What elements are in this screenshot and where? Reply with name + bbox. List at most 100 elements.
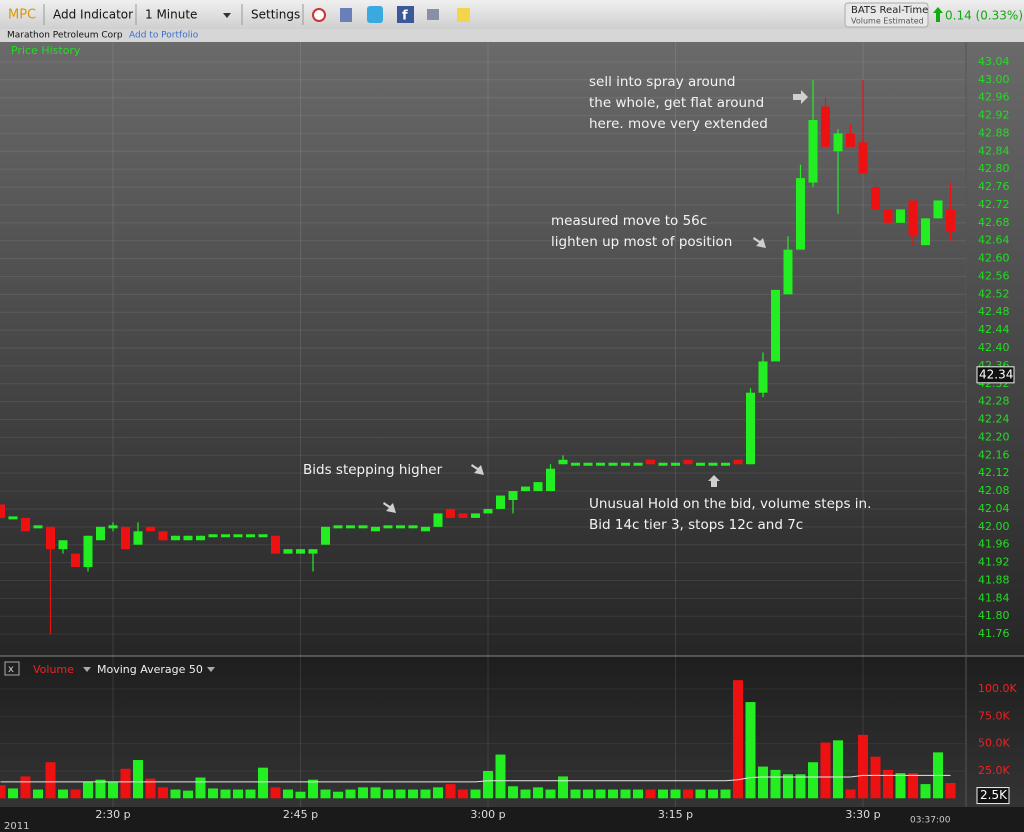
moving-average xyxy=(0,774,951,783)
volume-bar xyxy=(133,760,143,799)
y-tick-label: 42.96 xyxy=(978,91,1010,104)
volume-bar xyxy=(833,740,843,799)
candle-body xyxy=(521,486,530,492)
candle-body xyxy=(8,516,18,520)
x-tick-label: 3:15 p xyxy=(658,808,693,821)
volume-bar xyxy=(683,789,693,799)
volume-bar xyxy=(370,787,381,799)
candle-body xyxy=(146,526,155,532)
annotation: lighten up most of position xyxy=(551,234,732,250)
add-to-portfolio[interactable]: Add to Portfolio xyxy=(129,31,199,41)
x-tick-label: 2:45 p xyxy=(283,808,318,821)
dropdown-arrow[interactable] xyxy=(83,667,91,672)
y-tick-label: 42.60 xyxy=(978,252,1010,265)
volume-bar xyxy=(195,777,206,799)
y-tick-label: 43.00 xyxy=(978,73,1010,86)
twitter-icon[interactable] xyxy=(367,6,383,23)
y-tick-label: 42.88 xyxy=(978,126,1010,139)
y-tick-label: 42.68 xyxy=(978,216,1010,229)
add-indicator[interactable]: Add Indicator xyxy=(53,8,133,22)
candle-body xyxy=(21,517,30,532)
last-price-box xyxy=(976,366,1015,384)
feed-box xyxy=(844,2,929,28)
volume-bar xyxy=(845,789,856,799)
y-tick-label: 42.08 xyxy=(978,484,1010,497)
volume-bar xyxy=(70,789,81,799)
y-tick-label: 41.80 xyxy=(978,609,1010,622)
volume-bar xyxy=(758,766,768,799)
y-tick-label: 42.44 xyxy=(978,323,1010,336)
stocktwits-icon[interactable] xyxy=(427,9,439,20)
time-axis xyxy=(0,807,1024,832)
candle-body xyxy=(733,459,743,465)
volume-bar xyxy=(720,789,731,799)
candle-body xyxy=(308,549,318,554)
volume-bar xyxy=(220,789,231,799)
candle-body xyxy=(471,513,480,518)
grid xyxy=(0,42,966,807)
alarm-icon[interactable] xyxy=(312,8,326,22)
volume-bar xyxy=(745,702,756,799)
sticky-note-icon[interactable] xyxy=(457,8,470,22)
volume-bar xyxy=(33,789,43,799)
candle-body xyxy=(183,535,193,541)
candle-body xyxy=(696,462,705,466)
close-button[interactable] xyxy=(4,661,20,676)
volume-title[interactable]: Volume xyxy=(33,663,74,676)
volume-bar xyxy=(8,788,18,799)
volume-bar xyxy=(45,762,56,799)
volume-bar xyxy=(383,789,393,799)
indicator-legend[interactable]: Moving Average 50 xyxy=(97,663,203,676)
candle-body xyxy=(196,535,205,541)
volume-bar xyxy=(158,787,168,799)
candle-body xyxy=(346,525,355,529)
symbol[interactable]: MPC xyxy=(8,8,36,23)
volume-bar xyxy=(170,789,181,799)
annotation-arrows xyxy=(383,90,808,513)
candle-body xyxy=(408,525,418,529)
candle-body xyxy=(746,392,755,465)
candle-body xyxy=(908,200,918,237)
candle-body xyxy=(796,178,805,250)
candle-body xyxy=(421,526,430,532)
volume-bar xyxy=(108,781,118,799)
arrow xyxy=(753,237,766,248)
volume-bar xyxy=(433,787,443,799)
candle-body xyxy=(0,504,5,518)
candle-body xyxy=(933,200,943,219)
candle-body xyxy=(296,549,305,554)
arrow xyxy=(708,475,720,487)
y-tick-label: 42.72 xyxy=(978,198,1010,211)
dropdown-arrow[interactable] xyxy=(207,667,215,672)
candle-body xyxy=(808,120,818,183)
interval-select[interactable]: 1 Minute xyxy=(145,8,197,22)
candle-body xyxy=(371,526,380,532)
annotation: Unusual Hold on the bid, volume steps in… xyxy=(589,496,871,512)
notes-icon[interactable] xyxy=(340,8,352,22)
volume-bar xyxy=(783,774,793,799)
volume-bar xyxy=(670,789,681,799)
arrow xyxy=(793,90,808,104)
volume-bar xyxy=(908,773,918,799)
dropdown-arrow[interactable] xyxy=(223,13,231,18)
volume-bar xyxy=(308,779,318,799)
annotation: here. move very extended xyxy=(589,116,768,132)
settings[interactable]: Settings xyxy=(251,8,300,22)
volume-bar xyxy=(583,789,593,799)
candle-body xyxy=(208,534,218,538)
candle-body xyxy=(108,525,118,529)
candle-body xyxy=(258,534,268,538)
annotation: measured move to 56c xyxy=(551,213,707,229)
candle-body xyxy=(333,525,343,529)
facebook-icon[interactable] xyxy=(397,6,414,23)
volume-bar xyxy=(658,789,668,799)
volume-bar xyxy=(420,789,431,799)
volume-bar xyxy=(233,789,243,799)
y-tick-label: 42.20 xyxy=(978,430,1010,443)
candle-body xyxy=(33,525,43,529)
volume-bar xyxy=(808,762,818,799)
candle-body xyxy=(883,209,893,223)
up-arrow xyxy=(933,7,943,22)
volume-bar xyxy=(620,789,631,799)
